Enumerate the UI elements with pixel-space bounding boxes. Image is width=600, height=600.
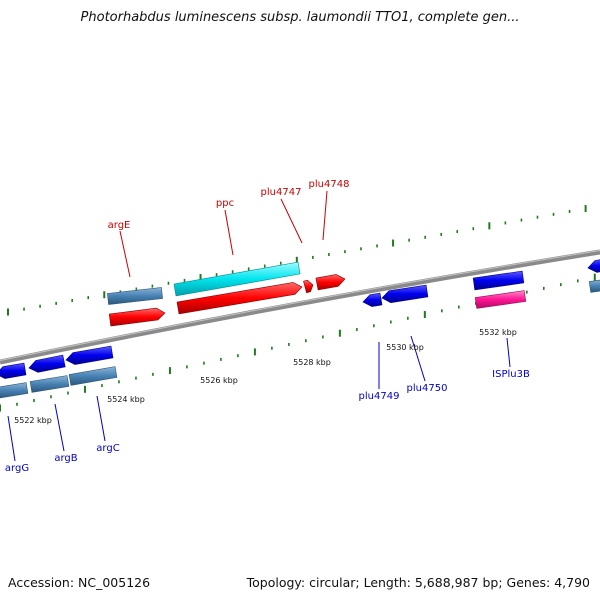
accession-label: Accession: NC_005126 (8, 575, 151, 590)
label-ppc: ppc (216, 198, 234, 209)
gene-bar-argC (68, 366, 118, 386)
cds-plu4747 (303, 279, 314, 294)
gene-bar-right-edge (588, 279, 600, 293)
scale-label-5532: 5532 kbp (479, 328, 517, 337)
label-ppc-leader (224, 209, 234, 256)
label-plu4749: plu4749 (359, 391, 400, 402)
label-plu4748-leader (322, 190, 328, 241)
label-argG-leader (7, 415, 16, 462)
rna-ppc (173, 261, 301, 297)
cds-argG (0, 362, 27, 379)
scale-label-5522: 5522 kbp (14, 416, 52, 425)
scale-label-5528: 5528 kbp (293, 358, 331, 367)
cds-right-edge (587, 259, 600, 273)
label-ISPlu3B-leader (506, 337, 511, 368)
label-argG: argG (5, 463, 29, 474)
label-plu4747: plu4747 (261, 187, 302, 198)
cds-ppc (176, 282, 303, 315)
genome-backbone (0, 249, 600, 365)
misc-ISPlu3B (474, 290, 527, 309)
genome-summary: Topology: circular; Length: 5,688,987 bp… (246, 575, 590, 590)
label-ISPlu3B: ISPlu3B (492, 369, 530, 380)
gene-bar-argE (107, 287, 163, 305)
label-argE-leader (119, 230, 131, 278)
cds-plu4748 (315, 274, 346, 291)
label-argB-leader (54, 403, 65, 452)
label-argC: argC (96, 443, 119, 454)
gene-bar-argG (0, 382, 29, 399)
scale-label-5530: 5530 kbp (386, 343, 424, 352)
label-argC-leader (96, 395, 106, 442)
label-argB: argB (54, 453, 77, 464)
label-plu4750-leader (410, 335, 426, 382)
cds-plu4750 (381, 284, 429, 304)
genome-backbone-highlight (0, 250, 600, 361)
label-layer: argE ppc plu4747 plu4748 argG argB argC plu4749… (5, 179, 530, 474)
label-plu4748: plu4748 (309, 179, 350, 190)
cds-argC (65, 345, 114, 365)
cds-plu4749 (362, 292, 383, 307)
scale-label-5524: 5524 kbp (107, 395, 145, 404)
scale-label-5526: 5526 kbp (200, 376, 238, 385)
label-argE: argE (108, 220, 131, 231)
gene-bar-argB (29, 375, 70, 393)
tick-marks (0, 205, 596, 412)
label-plu4750: plu4750 (407, 383, 448, 394)
cds-argE (108, 307, 166, 327)
map-title: Photorhabdus luminescens subsp. laumondi… (80, 10, 520, 25)
feature-layer (0, 259, 600, 399)
cds-argB (28, 354, 66, 373)
label-plu4747-leader (280, 198, 303, 244)
cds-ISPlu3B (472, 270, 525, 291)
